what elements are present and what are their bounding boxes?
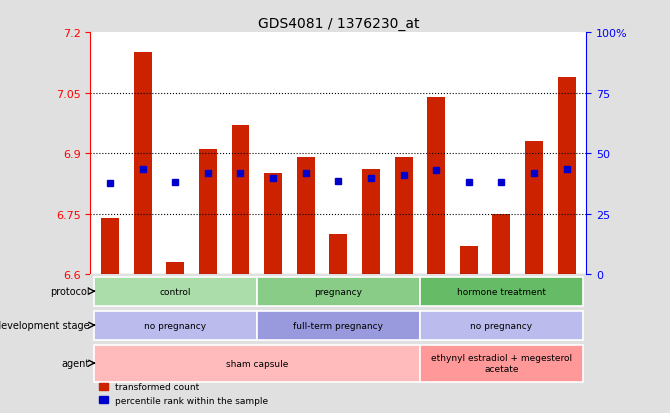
FancyBboxPatch shape: [420, 277, 583, 307]
Bar: [525, 142, 543, 275]
Text: no pregnancy: no pregnancy: [144, 321, 206, 330]
Bar: [134, 53, 151, 275]
Bar: [232, 126, 249, 275]
Title: GDS4081 / 1376230_at: GDS4081 / 1376230_at: [257, 17, 419, 31]
FancyBboxPatch shape: [257, 311, 420, 341]
Bar: [101, 218, 119, 275]
FancyBboxPatch shape: [257, 277, 420, 307]
Bar: [297, 158, 315, 275]
Text: pregnancy: pregnancy: [314, 287, 362, 296]
Text: sham capsule: sham capsule: [226, 358, 288, 368]
Text: hormone treatment: hormone treatment: [457, 287, 546, 296]
Legend: transformed count, percentile rank within the sample: transformed count, percentile rank withi…: [95, 379, 271, 408]
FancyBboxPatch shape: [94, 277, 257, 307]
FancyBboxPatch shape: [94, 311, 257, 341]
FancyBboxPatch shape: [94, 345, 420, 382]
Text: agent: agent: [62, 358, 90, 368]
Text: full-term pregnancy: full-term pregnancy: [293, 321, 383, 330]
Text: ethynyl estradiol + megesterol
acetate: ethynyl estradiol + megesterol acetate: [431, 354, 572, 373]
Text: development stage: development stage: [0, 320, 90, 330]
Text: no pregnancy: no pregnancy: [470, 321, 533, 330]
FancyBboxPatch shape: [420, 311, 583, 341]
Bar: [264, 174, 282, 275]
Text: control: control: [159, 287, 191, 296]
Bar: [395, 158, 413, 275]
FancyBboxPatch shape: [420, 345, 583, 382]
Bar: [166, 263, 184, 275]
Text: protocol: protocol: [50, 287, 90, 297]
Bar: [330, 234, 347, 275]
Bar: [492, 214, 511, 275]
Bar: [362, 170, 380, 275]
Bar: [460, 247, 478, 275]
Bar: [557, 77, 576, 275]
Bar: [199, 150, 217, 275]
Bar: [427, 97, 445, 275]
